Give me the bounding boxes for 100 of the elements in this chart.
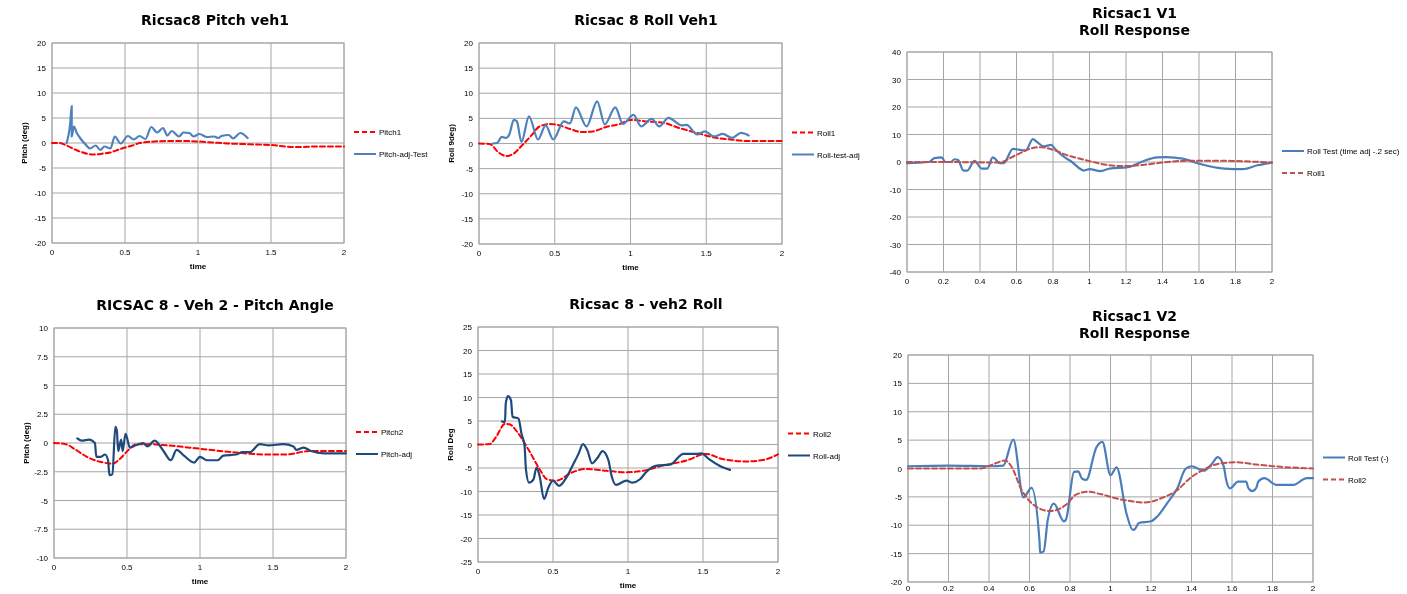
legend-label: Roll2 xyxy=(1348,475,1367,485)
y-tick-label: -30 xyxy=(889,240,902,250)
line-series xyxy=(51,140,345,156)
y-tick-label: -15 xyxy=(890,549,903,559)
x-tick-label: 2 xyxy=(1310,584,1316,593)
x-axis-title: time xyxy=(622,263,640,272)
x-tick-label: 1.5 xyxy=(697,567,710,576)
y-tick-label: 20 xyxy=(463,346,473,356)
y-tick-label: -5 xyxy=(465,164,474,174)
x-tick-label: 1.6 xyxy=(1193,277,1206,286)
x-tick-label: 2 xyxy=(343,563,349,572)
x-tick-label: 1.5 xyxy=(265,248,278,257)
legend-label: Roll Test (time adj -.2 sec) xyxy=(1307,147,1400,156)
y-tick-label: -2.5 xyxy=(34,467,49,477)
line-series xyxy=(906,146,1273,168)
chart-subtitle: Roll Response xyxy=(1079,22,1190,38)
legend-label: Pitch-adj xyxy=(381,450,413,459)
y-tick-label: 10 xyxy=(893,407,903,417)
x-tick-label: 0.5 xyxy=(547,567,560,576)
x-tick-label: 0.4 xyxy=(974,277,987,286)
y-tick-label: 10 xyxy=(37,89,47,98)
y-tick-label: -20 xyxy=(461,240,474,249)
line-series xyxy=(905,138,1274,173)
chart-title: Ricsac8 Pitch veh1 xyxy=(141,12,289,28)
x-tick-label: 2 xyxy=(1269,277,1275,286)
y-tick-label: -15 xyxy=(34,214,47,223)
x-tick-label: 1.5 xyxy=(700,249,713,258)
x-tick-label: 1 xyxy=(1108,584,1114,593)
x-tick-label: 0.5 xyxy=(119,248,132,257)
x-axis-title: time xyxy=(191,577,209,586)
x-axis-title: time xyxy=(189,262,207,271)
y-axis-title: Pitch (deg) xyxy=(22,422,31,464)
y-tick-label: 20 xyxy=(893,351,903,360)
line-series xyxy=(906,438,1315,554)
legend-label: Pitch1 xyxy=(379,128,402,137)
y-tick-label: -20 xyxy=(34,239,47,248)
line-series xyxy=(477,422,779,482)
y-tick-label: 20 xyxy=(892,103,902,112)
line-series xyxy=(65,104,249,152)
chart-title: Ricsac 8 Roll Veh1 xyxy=(574,12,718,28)
y-tick-label: 0 xyxy=(43,439,49,448)
chart-subtitle: Roll Response xyxy=(1079,325,1190,341)
legend-label: Roll-test-adj xyxy=(817,150,860,160)
y-tick-label: -5 xyxy=(38,164,47,173)
x-tick-label: 1.4 xyxy=(1156,277,1169,286)
y-tick-label: 5 xyxy=(41,114,47,123)
x-tick-label: 0.5 xyxy=(121,563,134,572)
y-tick-label: -10 xyxy=(889,185,902,195)
x-tick-label: 1 xyxy=(625,567,631,576)
y-tick-label: -40 xyxy=(889,268,902,277)
y-tick-label: -10 xyxy=(36,554,49,563)
y-tick-label: -5 xyxy=(40,496,49,506)
line-series xyxy=(500,394,732,501)
y-tick-label: 10 xyxy=(463,393,473,403)
line-series xyxy=(76,425,348,477)
legend-label: Roll-adj xyxy=(813,451,841,461)
y-tick-label: 0 xyxy=(896,158,902,167)
y-tick-label: 15 xyxy=(37,64,47,73)
x-tick-label: 0 xyxy=(476,249,482,258)
x-tick-label: 0.4 xyxy=(983,584,996,593)
y-tick-label: 2.5 xyxy=(36,410,49,420)
y-tick-label: 0 xyxy=(468,139,474,149)
line-series xyxy=(907,459,1314,513)
line-series xyxy=(491,100,750,145)
x-tick-label: 1.2 xyxy=(1120,277,1133,286)
x-tick-label: 1.4 xyxy=(1185,584,1198,593)
x-tick-label: 2 xyxy=(341,248,347,257)
y-tick-label: 5 xyxy=(897,436,903,446)
y-tick-label: -15 xyxy=(460,511,473,520)
y-tick-label: 30 xyxy=(892,75,902,85)
y-tick-label: 15 xyxy=(464,64,474,74)
y-tick-label: 20 xyxy=(464,39,474,48)
y-tick-label: -5 xyxy=(894,492,903,502)
x-tick-label: 0 xyxy=(475,567,481,576)
x-tick-label: 1 xyxy=(195,248,201,257)
y-tick-label: 40 xyxy=(892,48,902,57)
x-tick-label: 0.2 xyxy=(937,277,950,286)
x-tick-label: 0.2 xyxy=(942,584,955,593)
x-tick-label: 0.8 xyxy=(1047,277,1060,286)
y-tick-label: -7.5 xyxy=(34,525,49,535)
x-tick-label: 0 xyxy=(49,248,55,257)
line-series xyxy=(53,442,347,465)
y-tick-label: 10 xyxy=(39,324,49,333)
y-tick-label: -20 xyxy=(890,578,903,587)
x-tick-label: 1.6 xyxy=(1226,584,1239,593)
y-tick-label: 10 xyxy=(892,130,902,140)
y-tick-label: -20 xyxy=(460,534,473,544)
line-series xyxy=(478,118,783,158)
x-tick-label: 1 xyxy=(1087,277,1093,286)
y-tick-label: 5 xyxy=(468,114,474,124)
y-tick-label: -20 xyxy=(889,213,902,222)
x-tick-label: 1 xyxy=(197,563,203,572)
y-tick-label: 15 xyxy=(463,370,473,379)
y-tick-label: 5 xyxy=(43,381,49,391)
x-tick-label: 1.2 xyxy=(1145,584,1158,593)
y-axis-title: Roll Deg xyxy=(446,428,455,461)
legend-label: Roll2 xyxy=(813,429,832,439)
chart-title: Ricsac1 V2 xyxy=(1091,308,1178,324)
chart-title: Ricsac 8 - veh2 Roll xyxy=(569,296,723,312)
legend-label: Pitch-adj-Test xyxy=(379,150,429,159)
